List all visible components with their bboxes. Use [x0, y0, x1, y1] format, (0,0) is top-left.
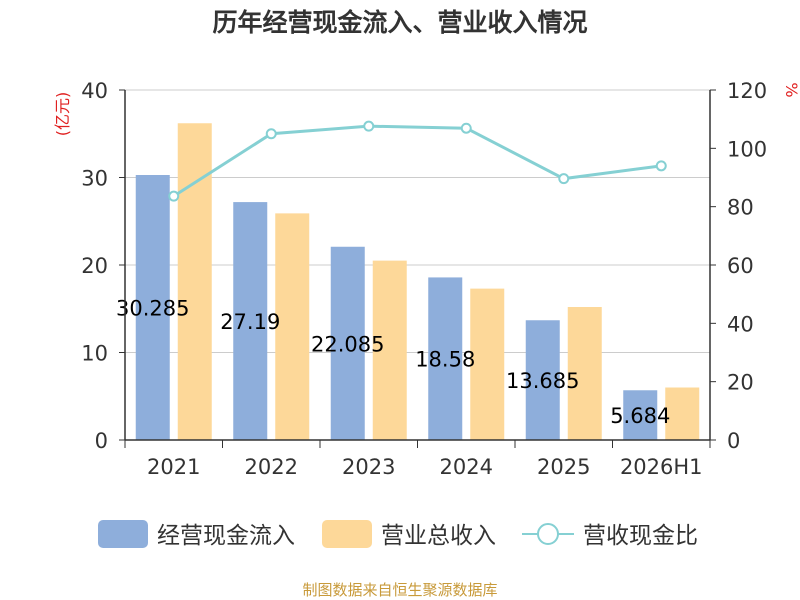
legend: 经营现金流入 营业总收入 营收现金比: [98, 520, 698, 549]
legend-label-cash-flow: 经营现金流入: [157, 523, 295, 549]
x-tick-label: 2024: [440, 455, 493, 479]
ratio-line-path: [172, 124, 662, 198]
data-label-cash-flow: 5.684: [610, 404, 670, 428]
ratio-point: [363, 120, 375, 132]
y-right-tick-label: 20: [727, 371, 754, 395]
y-left-tick-label: 20: [81, 254, 108, 278]
y-right-tick-label: 120: [727, 79, 767, 103]
bar-revenue: [275, 213, 310, 440]
x-tick-label: 2025: [537, 455, 590, 479]
ratio-point: [168, 190, 180, 202]
bar-cash-flow: [525, 320, 560, 440]
x-tick-label: 2023: [342, 455, 395, 479]
data-label-cash-flow: 22.085: [311, 332, 384, 356]
chart-title: 历年经营现金流入、营业收入情况: [212, 8, 587, 37]
bar-cash-flow: [135, 175, 170, 440]
ratio-line: [168, 120, 667, 202]
ratio-point: [655, 160, 667, 172]
y-right-tick-label: 100: [727, 137, 767, 161]
x-tick-label: 2022: [245, 455, 298, 479]
bar-cash-flow: [330, 246, 365, 440]
legend-swatch-revenue: [322, 520, 372, 548]
y-right-tick-label: 40: [727, 312, 754, 336]
bar-cash-flow: [233, 202, 268, 440]
bar-cash-flow: [623, 390, 658, 440]
grid-lines: [125, 89, 710, 353]
data-label-cash-flow: 30.285: [116, 297, 189, 321]
y-right-tick-label: 0: [727, 429, 740, 453]
data-label-cash-flow: 18.58: [415, 348, 475, 372]
legend-swatch-cash-flow: [98, 520, 148, 548]
data-label-cash-flow: 13.685: [506, 369, 579, 393]
y-left-tick-label: 10: [81, 342, 108, 366]
y-right-tick-label: 60: [727, 254, 754, 278]
source-note: 制图数据来自恒生聚源数据库: [302, 581, 497, 599]
ratio-point: [460, 122, 472, 134]
ratio-point: [558, 173, 570, 185]
bar-revenue: [567, 307, 602, 440]
y-right-unit: %: [782, 82, 800, 97]
y-left-unit: (亿元): [53, 92, 72, 137]
legend-label-revenue: 营业总收入: [381, 523, 496, 549]
legend-label-ratio: 营收现金比: [583, 523, 698, 549]
y-left-tick-label: 30: [81, 167, 108, 191]
bar-revenue: [470, 288, 505, 440]
legend-marker-ratio: [537, 523, 559, 545]
x-tick-label: 2026H1: [620, 455, 703, 479]
bar-revenue: [372, 260, 407, 440]
data-labels: 30.285 27.19 22.085 18.58 13.685 5.684: [116, 297, 670, 429]
bar-revenue: [665, 387, 700, 440]
axes: 0 10 20 30 40 0 20 40 60 80 100 120 2021 2022 2023 2024…: [81, 79, 767, 479]
bar-revenue: [177, 123, 212, 440]
y-right-tick-label: 80: [727, 196, 754, 220]
bar-cash-flow: [428, 277, 463, 440]
ratio-point: [265, 128, 277, 140]
y-left-tick-label: 40: [81, 79, 108, 103]
data-label-cash-flow: 27.19: [220, 310, 280, 334]
bars: [135, 123, 700, 440]
x-tick-label: 2021: [147, 455, 200, 479]
y-left-tick-label: 0: [95, 429, 108, 453]
